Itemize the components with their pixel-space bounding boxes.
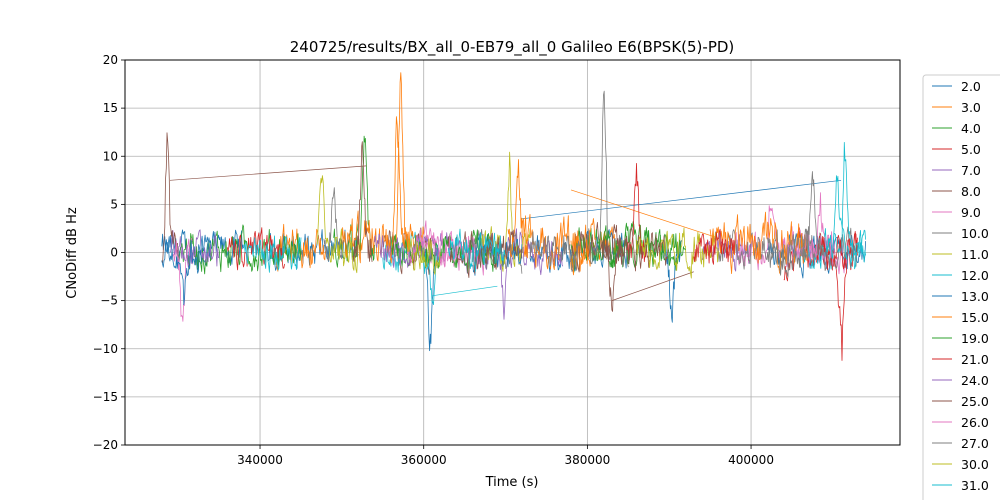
y-tick-label: −15	[93, 390, 118, 404]
x-tick-label: 360000	[401, 453, 447, 467]
x-tick-label: 380000	[564, 453, 610, 467]
legend-label: 24.0	[961, 373, 989, 388]
legend-entry: 31.0	[932, 478, 989, 493]
y-tick-label: −10	[93, 342, 118, 356]
legend-label: 25.0	[961, 394, 989, 409]
series-4-0	[178, 135, 678, 275]
legend-entry: 27.0	[932, 436, 989, 451]
legend-entry: 15.0	[932, 310, 989, 325]
legend-entry: 13.0	[932, 289, 989, 304]
legend-label: 12.0	[961, 268, 989, 283]
y-axis-ticks: −20 −15 −10 −5 0 5 10 15 20	[93, 53, 125, 452]
series-trace	[243, 142, 866, 305]
legend-label: 2.0	[961, 79, 981, 94]
legend-label: 9.0	[961, 205, 981, 220]
legend-label: 21.0	[961, 352, 989, 367]
legend-label: 5.0	[961, 142, 981, 157]
y-tick-label: 0	[110, 246, 118, 260]
series-gap-link	[431, 285, 498, 297]
legend-entry: 10.0	[932, 226, 989, 241]
series-gap-link	[611, 271, 694, 301]
legend-label: 3.0	[961, 100, 981, 115]
legend-entry: 8.0	[932, 184, 981, 199]
legend-label: 7.0	[961, 163, 981, 178]
y-tick-label: 20	[103, 53, 118, 67]
legend-entry: 3.0	[932, 100, 981, 115]
legend-entry: 24.0	[932, 373, 989, 388]
legend-entry: 7.0	[932, 163, 981, 178]
legend-label: 26.0	[961, 415, 989, 430]
series-trace	[529, 171, 823, 278]
series-gap-link	[169, 165, 367, 181]
y-tick-label: 10	[103, 149, 118, 163]
series-30-0	[406, 230, 678, 275]
y-tick-label: 5	[110, 197, 118, 211]
legend-label: 8.0	[961, 184, 981, 199]
legend-entry: 21.0	[932, 352, 989, 367]
legend-label: 30.0	[961, 457, 989, 472]
legend-entry: 11.0	[932, 247, 989, 262]
legend-label: 11.0	[961, 247, 989, 262]
y-tick-label: −5	[100, 294, 118, 308]
x-axis-ticks: 340000 360000 380000 400000	[237, 445, 774, 467]
legend-label: 15.0	[961, 310, 989, 325]
legend-box	[922, 74, 1000, 500]
legend-entry: 9.0	[932, 205, 981, 220]
legend-entry: 12.0	[932, 268, 989, 283]
x-tick-label: 400000	[728, 453, 774, 467]
y-tick-label: 15	[103, 101, 118, 115]
legend-label: 4.0	[961, 121, 981, 136]
legend-label: 10.0	[961, 226, 989, 241]
legend-label: 13.0	[961, 289, 989, 304]
legend-entry: 30.0	[932, 457, 989, 472]
legend-entry: 4.0	[932, 121, 981, 136]
series-trace	[406, 230, 678, 275]
legend-entry: 25.0	[932, 394, 989, 409]
series-25-0	[352, 141, 670, 312]
legend-entry: 19.0	[932, 331, 989, 346]
legend-label: 19.0	[961, 331, 989, 346]
legend-label: 27.0	[961, 436, 989, 451]
y-axis-label: CNoDiff dB Hz	[65, 207, 80, 299]
series-8-0	[161, 132, 694, 301]
series-15-0	[341, 116, 809, 276]
legend-label: 31.0	[961, 478, 989, 493]
legend-entry: 2.0	[932, 79, 981, 94]
series-trace	[178, 135, 678, 275]
chart-title: 240725/results/BX_all_0-EB79_all_0 Galil…	[290, 38, 735, 57]
y-tick-label: −20	[93, 438, 118, 452]
series-trace	[447, 175, 866, 272]
x-axis-label: Time (s)	[485, 475, 539, 490]
legend: 2.0 3.0 4.0 5.0 7.0 8.0 9.0 10.0 11.0 12.0 13.0 15.…	[922, 74, 1000, 500]
series-2-0	[161, 179, 866, 352]
legend-entry: 26.0	[932, 415, 989, 430]
legend-entry: 5.0	[932, 142, 981, 157]
series-trace	[341, 116, 809, 276]
series-31-0	[447, 175, 866, 272]
series-trace	[352, 141, 670, 312]
series-12-0	[243, 142, 866, 305]
series-gap-link	[521, 179, 842, 220]
x-tick-label: 340000	[237, 453, 283, 467]
series-27-0	[529, 171, 823, 278]
series-gap-link	[570, 189, 719, 239]
plot-series	[161, 72, 866, 361]
